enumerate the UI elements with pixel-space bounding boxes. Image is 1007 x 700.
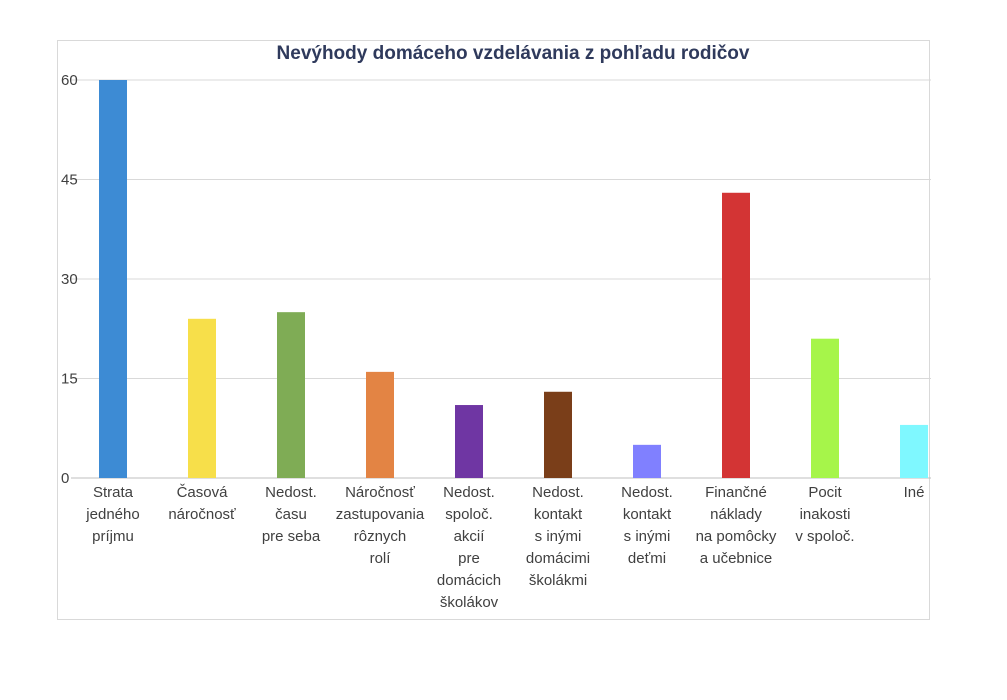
x-category-label: Náročnosť zastupovania rôznych rolí [336,484,425,567]
bars [99,80,928,478]
x-category-label: Nedost. kontakt s inými deťmi [621,484,673,567]
x-category-label: Finančné náklady na pomôcky a učebnice [696,484,777,567]
x-category-label: Nedost. času pre seba [262,484,321,545]
y-tick-label: 45 [61,172,78,189]
x-category-label: Nedost. kontakt s inými domácimi školákmi [526,484,590,589]
bar [455,405,483,478]
bar [900,424,928,478]
bar [366,371,394,478]
y-tick-label: 15 [61,371,78,388]
bar [811,338,839,478]
x-category-label: Časová náročnosť [168,484,236,523]
bar [544,391,572,478]
bar [722,192,750,478]
bar-chart: Nevýhody domáceho vzdelávania z pohľadu … [61,43,931,611]
y-tick-label: 0 [61,470,69,487]
x-category-label: Iné [904,484,925,501]
y-tick-label: 60 [61,72,78,89]
chart-title: Nevýhody domáceho vzdelávania z pohľadu … [277,43,750,64]
bar [633,444,661,478]
y-tick-label: 30 [61,271,78,288]
x-category-label: Strata jedného príjmu [85,484,139,545]
x-category-label: Nedost. spoloč. akcií pre domácich školákov [437,484,501,611]
y-axis-ticks: 0 15 30 45 60 [61,72,78,487]
x-category-label: Pocit inakosti v spoloč. [795,484,854,545]
chart-frame: Nevýhody domáceho vzdelávania z pohľadu … [57,40,931,620]
bar [188,318,216,478]
bar [99,80,127,478]
x-axis-labels: Strata jedného príjmu Časová náročnosť Nedost… [85,484,924,611]
bar [277,312,305,478]
